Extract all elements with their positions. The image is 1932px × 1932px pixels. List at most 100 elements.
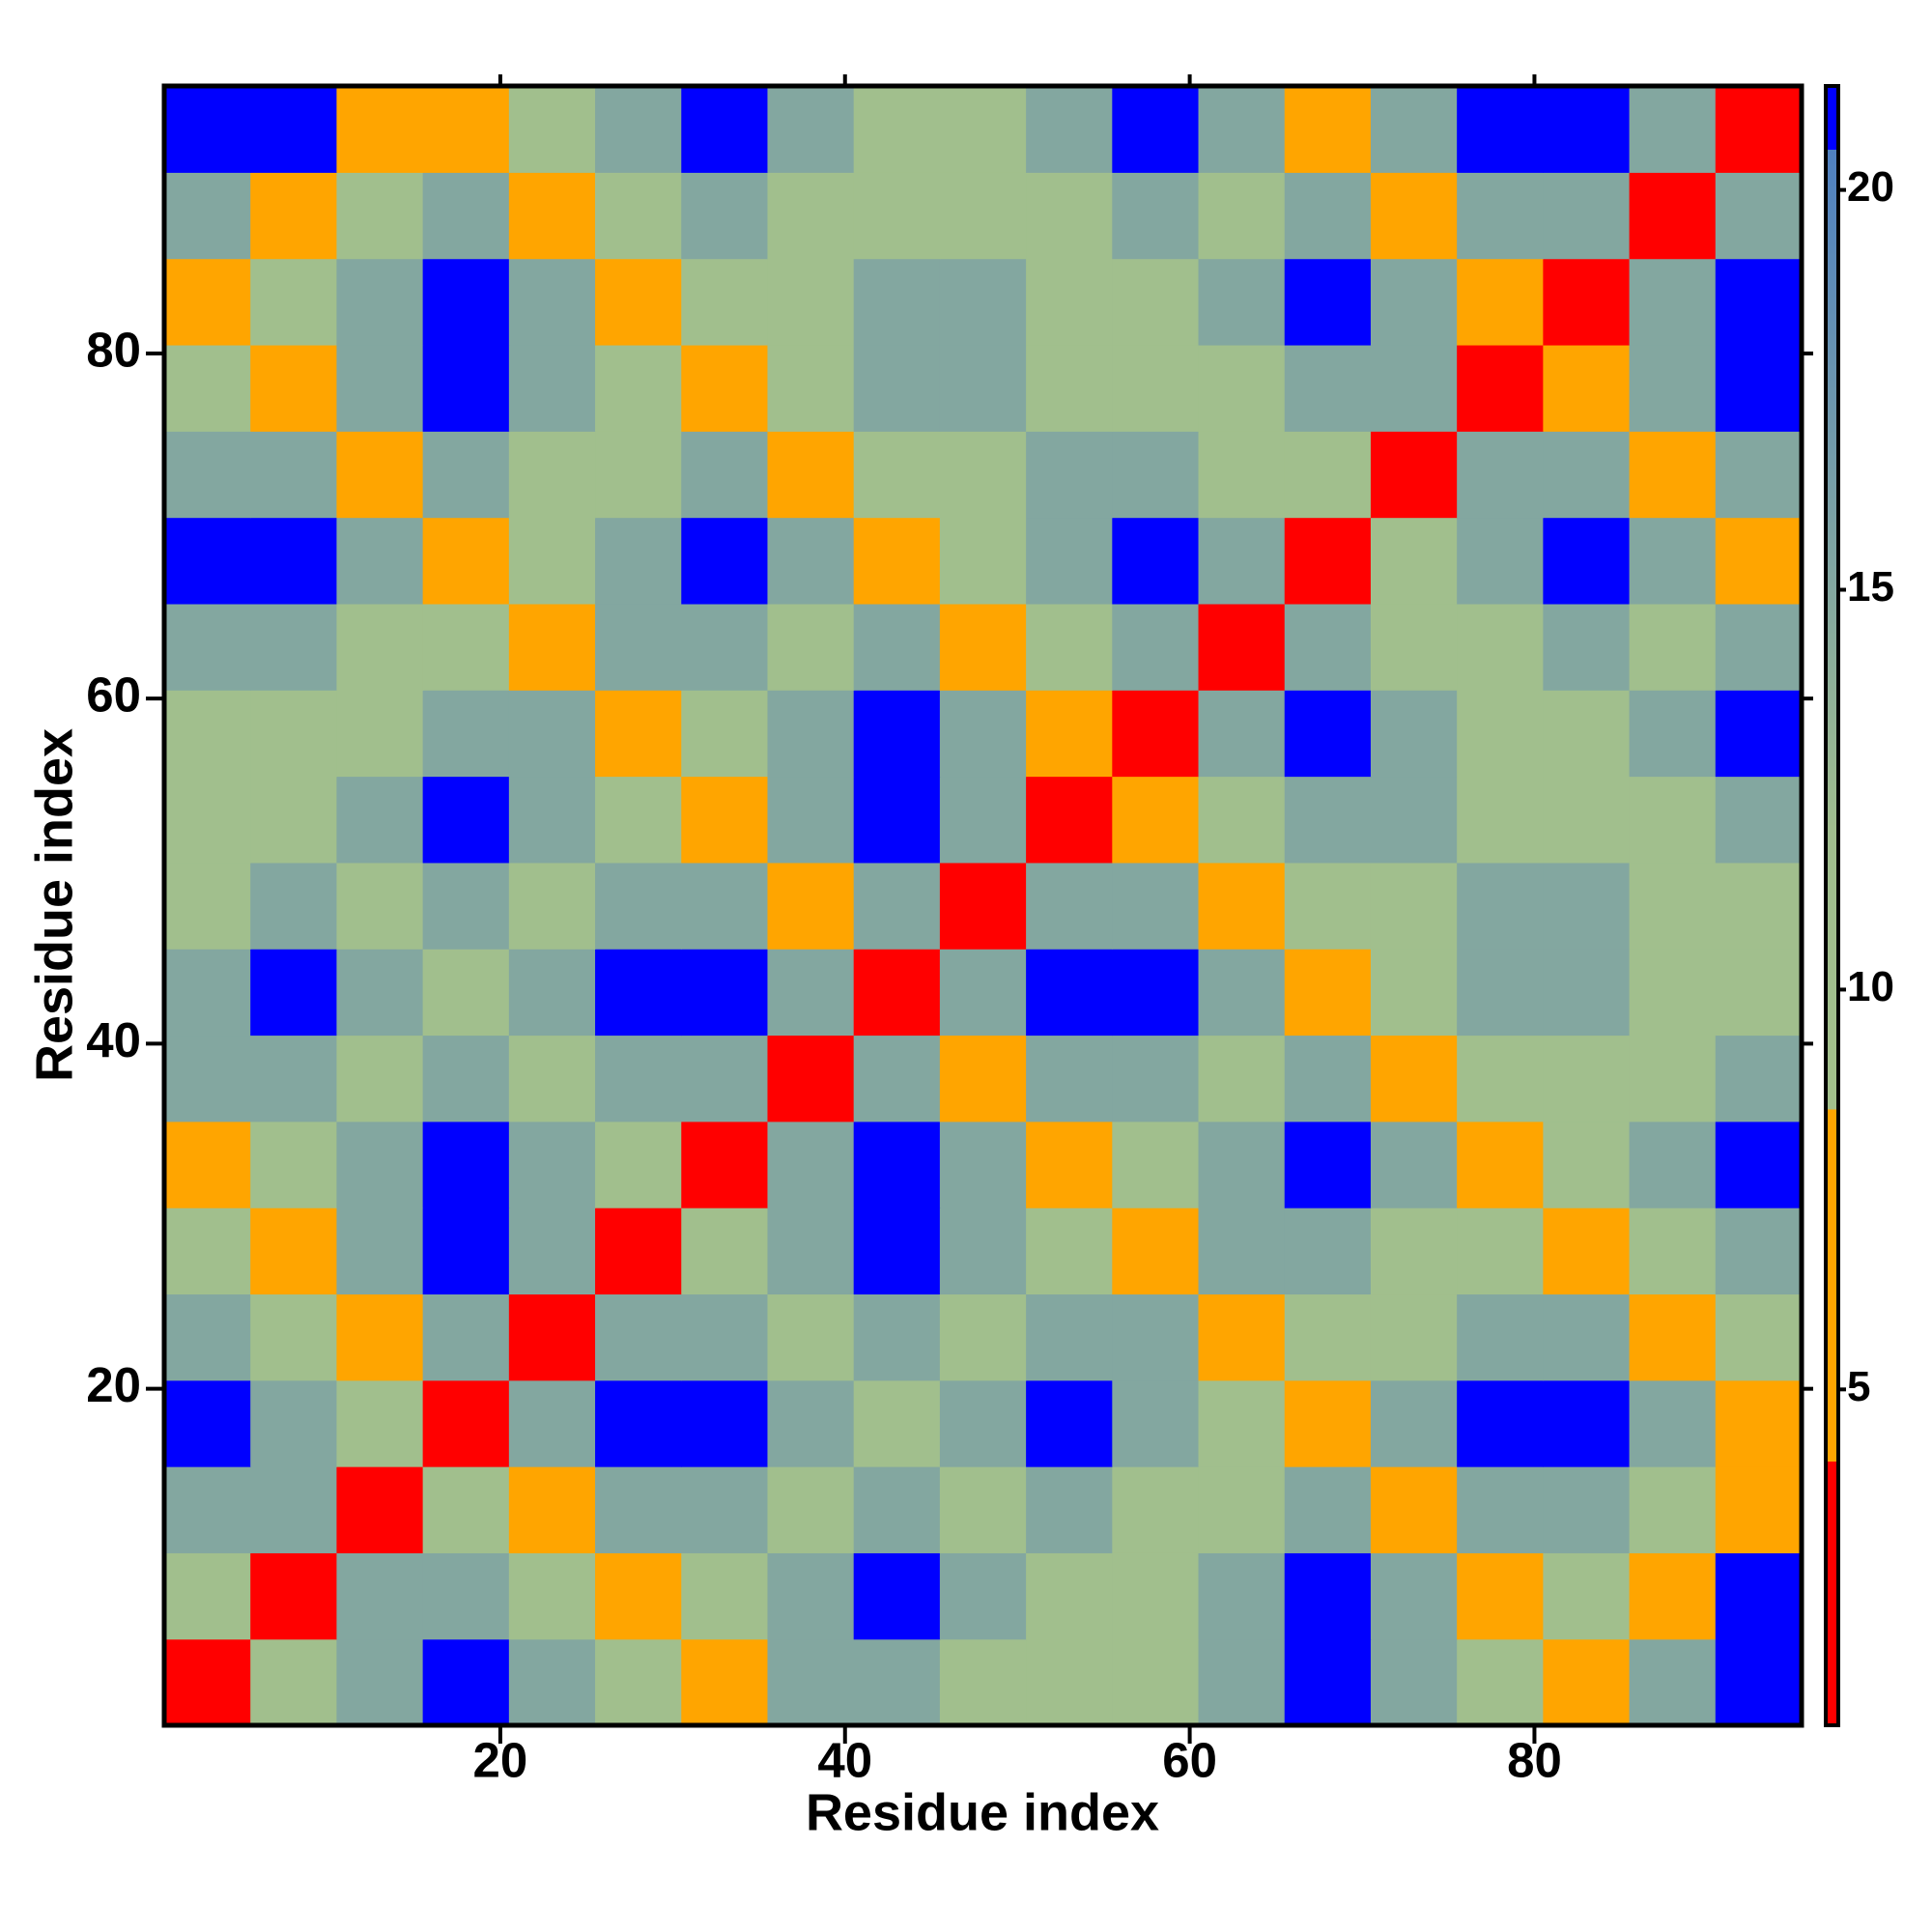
heat-cell [939,431,1027,519]
heat-cell [1370,1121,1458,1208]
heat-cell [1284,258,1372,346]
heat-cell [1198,1035,1286,1122]
heat-cell [336,603,424,691]
heat-cell [1543,603,1631,691]
heat-cell [939,1293,1027,1381]
heat-cell [1026,862,1113,950]
heat-cell [508,1466,596,1553]
heat-cell [164,1379,251,1467]
heat-cell [1715,344,1803,432]
heat-cell [681,1466,769,1553]
heat-cell [853,1552,941,1640]
heat-cell [1457,1379,1544,1467]
heat-cell [336,1466,424,1553]
heat-cell [681,344,769,432]
heat-cell [422,603,510,691]
heat-cell [939,603,1027,691]
heat-cell [336,86,424,173]
x-tick-label: 40 [817,1732,872,1787]
heat-cell [595,431,682,519]
heat-cell [1198,517,1286,605]
heat-cell [1112,776,1200,864]
heat-cell [508,1293,596,1381]
heat-cell [164,949,251,1037]
colorbar-tick-label: 5 [1847,1363,1870,1410]
heat-cell [422,1208,510,1295]
heat-cell [1715,690,1803,778]
heat-cell [508,603,596,691]
heat-cell [508,690,596,778]
heat-cell [1370,86,1458,173]
heat-cell [1112,1035,1200,1122]
heat-cell [250,86,338,173]
heat-cell [1284,517,1372,605]
heat-cell [1715,1638,1803,1726]
heat-cell [1198,1293,1286,1381]
heat-cell [1457,1552,1544,1640]
heat-cell [767,690,855,778]
heat-cell [939,517,1027,605]
heat-cell [1198,949,1286,1037]
heat-cell [939,1121,1027,1208]
heat-cell [1543,172,1631,260]
heat-cell [250,1638,338,1726]
heat-cell [1457,258,1544,346]
heat-cell [336,1638,424,1726]
heat-cell [1026,1552,1113,1640]
heat-cell [1715,1293,1803,1381]
heat-cell [1457,862,1544,950]
heat-cell [336,517,424,605]
heat-cell [1026,1121,1113,1208]
heat-cell [939,344,1027,432]
heat-cell [336,344,424,432]
heat-cell [422,86,510,173]
x-tick-label: 60 [1162,1732,1217,1787]
heat-cell [422,517,510,605]
heat-cell [1284,1035,1372,1122]
heat-cell [939,690,1027,778]
heat-cell [1370,1638,1458,1726]
heat-cell [1370,344,1458,432]
y-tick-label: 80 [86,322,141,377]
heat-cell [767,1552,855,1640]
heat-cell [1629,517,1717,605]
heat-cell [1112,949,1200,1037]
heat-cell [681,949,769,1037]
heat-cell [164,431,251,519]
heat-cell [767,86,855,173]
heat-cell [1112,1638,1200,1726]
heat-cell [1112,1466,1200,1553]
heat-cell [939,1552,1027,1640]
heat-cell [250,1466,338,1553]
heat-cell [1543,1638,1631,1726]
heat-cell [1629,1035,1717,1122]
heat-cell [1543,862,1631,950]
heat-cell [1112,1121,1200,1208]
heat-cell [1370,1466,1458,1553]
heat-cell [1370,603,1458,691]
heat-cell [1457,949,1544,1037]
heat-cell [595,258,682,346]
heat-cell [336,1035,424,1122]
heat-cell [1284,862,1372,950]
x-axis-title: Residue index [806,1783,1159,1841]
heat-cell [1198,690,1286,778]
heat-cell [336,776,424,864]
heat-cell [939,86,1027,173]
heat-cell [853,603,941,691]
heat-cell [508,1552,596,1640]
heat-cell [1370,1379,1458,1467]
heat-cell [1457,172,1544,260]
heat-cell [1026,344,1113,432]
heat-cell [1026,1035,1113,1122]
colorbar-tick-label: 20 [1847,163,1894,211]
heat-cell [1457,1208,1544,1295]
heat-cell [939,862,1027,950]
heat-cell [1026,431,1113,519]
heat-cell [1198,603,1286,691]
heat-cell [1543,949,1631,1037]
heat-cell [767,1293,855,1381]
heat-cell [250,344,338,432]
heat-cell [853,517,941,605]
